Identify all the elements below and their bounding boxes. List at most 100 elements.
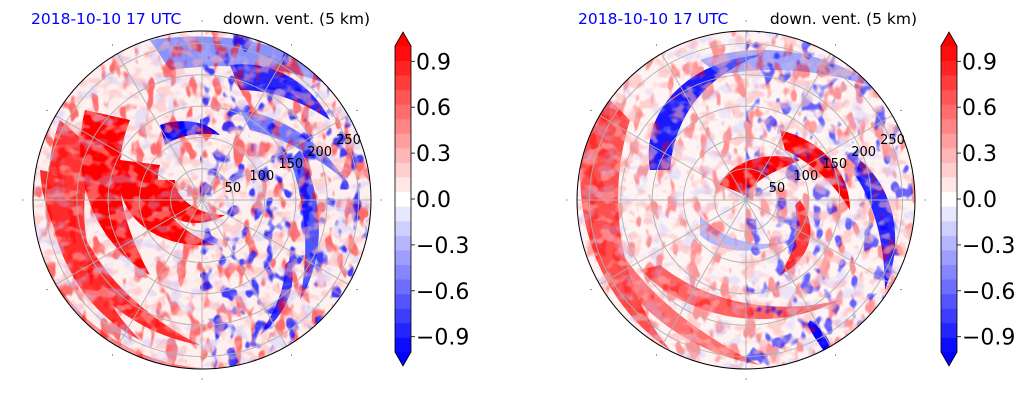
colorbar-tick-label: 0.9: [416, 50, 451, 75]
colorbar-band: [941, 104, 957, 120]
colorbar-band: [941, 75, 957, 91]
colorbar-band: [941, 148, 957, 163]
angular-gridline: [201, 199, 349, 285]
colorbar-band: [395, 148, 411, 163]
colorbar-band: [941, 118, 957, 134]
radial-tick-label: 200: [307, 145, 332, 160]
colorbar-left: 0.9 0.6 0.3 0.0 −0.3 −0.6 −0.9: [394, 31, 469, 367]
colorbar-band: [395, 46, 411, 61]
angular-tick: [834, 354, 837, 356]
colorbar-tick-label: 0.0: [962, 188, 997, 213]
colorbar-band: [941, 60, 957, 76]
colorbar-tick-label: −0.9: [416, 326, 469, 351]
colorbar-right: 0.9 0.6 0.3 0.0 −0.3 −0.6 −0.9: [940, 31, 1015, 367]
colorbar-band: [395, 264, 411, 280]
angular-tick: [201, 378, 203, 380]
colorbar-band: [941, 220, 957, 236]
angular-tick: [590, 288, 592, 291]
angular-tick: [111, 354, 114, 356]
colorbar-tick-label: 0.0: [416, 188, 451, 213]
colorbar-tick-label: −0.6: [416, 280, 469, 305]
left-title: 2018-10-10 17 UTC: [31, 10, 181, 28]
colorbar-tick-label: 0.3: [962, 142, 997, 167]
colorbar-tick-label: −0.6: [962, 280, 1015, 305]
angular-tick: [924, 199, 926, 201]
colorbar-extend-max: [941, 32, 957, 46]
angular-gridline: [55, 199, 203, 285]
polar-panel-left: 2018-10-10 17 UTC down. vent. (5 km): [22, 10, 382, 380]
angular-gridline: [745, 199, 831, 347]
colorbar-band: [395, 191, 411, 207]
angular-tick: [380, 199, 382, 201]
colorbar-band: [395, 206, 411, 222]
colorbar-band: [395, 293, 411, 309]
radial-tick-label: 150: [822, 157, 847, 172]
polar-grid-left: [22, 20, 382, 380]
radial-tick-label: 150: [278, 157, 303, 172]
angular-tick: [46, 288, 48, 291]
angular-tick: [356, 109, 358, 112]
colorbar-band: [941, 133, 957, 149]
colorbar-band: [941, 308, 957, 324]
angular-tick: [834, 44, 837, 46]
polar-spine-left: [32, 30, 372, 370]
colorbar-tick-label: 0.6: [962, 96, 997, 121]
angular-gridline: [599, 199, 747, 285]
colorbar-band: [395, 337, 411, 353]
angular-tick: [22, 199, 24, 201]
colorbar-band: [395, 177, 411, 193]
angular-gridline: [201, 53, 287, 201]
angular-gridline: [745, 199, 893, 285]
radial-tick-label: 50: [225, 181, 242, 196]
angular-tick: [566, 199, 568, 201]
angular-tick: [655, 354, 658, 356]
colorbar-band: [395, 75, 411, 91]
colorbar-band: [395, 89, 411, 105]
colorbar-band: [941, 89, 957, 105]
radial-tick-labels-right: 50 100 150 200 250: [769, 133, 905, 196]
colorbar-band: [395, 250, 411, 265]
colorbar-extend-min: [395, 352, 411, 366]
colorbar-extend-max: [395, 32, 411, 46]
angular-gridline: [599, 115, 747, 201]
angular-gridline: [201, 199, 287, 347]
colorbar-outline: [394, 31, 412, 367]
colorbar-band: [395, 118, 411, 134]
angular-tick: [290, 44, 293, 46]
colorbar-band: [941, 293, 957, 309]
angular-gridline: [117, 53, 203, 201]
radial-tick-label: 200: [851, 145, 876, 160]
polar-grid-right: [566, 20, 926, 380]
right-title: down. vent. (5 km): [223, 10, 370, 28]
angular-gridline: [661, 199, 747, 347]
colorbar-band: [941, 206, 957, 222]
colorbar-band: [941, 279, 957, 295]
colorbar-tick-label: 0.3: [416, 142, 451, 167]
colorbar-band: [395, 104, 411, 120]
radial-tick-label: 100: [793, 169, 818, 184]
angular-tick: [356, 288, 358, 291]
angular-gridline: [117, 199, 203, 347]
colorbar-tick-label: −0.9: [962, 326, 1015, 351]
colorbar-band: [395, 322, 411, 338]
radial-tick-label: 50: [769, 181, 786, 196]
colorbar-band: [395, 162, 411, 178]
colorbar-band: [941, 250, 957, 265]
colorbar-band: [395, 235, 411, 251]
right-title: down. vent. (5 km): [770, 10, 917, 28]
angular-gridline: [55, 115, 203, 201]
colorbar-band: [395, 133, 411, 149]
angular-tick: [111, 44, 114, 46]
colorbar-band: [941, 235, 957, 251]
colorbar-tick-label: −0.3: [962, 234, 1015, 259]
colorbar-band: [941, 337, 957, 353]
colorbar-extend-min: [941, 352, 957, 366]
colorbar-band: [395, 60, 411, 76]
colorbar-tick-label: 0.6: [416, 96, 451, 121]
angular-tick: [201, 20, 203, 22]
colorbar-band: [941, 191, 957, 207]
angular-tick: [745, 20, 747, 22]
radial-tick-labels-left: 50 100 150 200 250: [225, 133, 361, 196]
polar-panel-right: 2018-10-10 17 UTC down. vent. (5 km): [566, 10, 926, 380]
